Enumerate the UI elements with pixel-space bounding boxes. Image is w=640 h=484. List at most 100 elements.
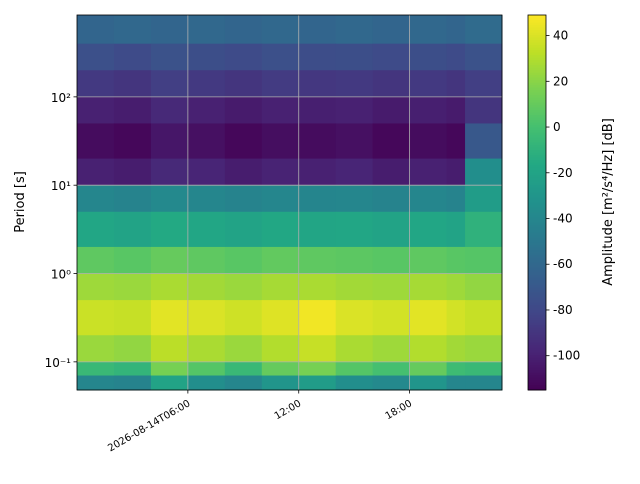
heatmap-cell: [335, 273, 374, 301]
heatmap-cell: [446, 15, 466, 45]
heatmap-cell: [261, 375, 300, 391]
colorbar-segment: [528, 182, 546, 186]
heatmap-cell: [261, 96, 300, 124]
heatmap-cell: [150, 361, 189, 377]
heatmap-cell: [465, 246, 503, 275]
colorbar-segment: [528, 107, 546, 111]
heatmap-cell: [77, 300, 115, 336]
colorbar-segment: [528, 100, 546, 103]
heatmap-cell: [409, 15, 448, 45]
colorbar-segment: [528, 375, 546, 378]
heatmap-cell: [77, 15, 115, 45]
heatmap-cell: [446, 361, 466, 377]
colorbar-segment: [528, 20, 546, 23]
heatmap-cell: [77, 246, 115, 275]
heatmap-cell: [465, 185, 503, 213]
colorbar-segment: [528, 180, 546, 183]
heatmap-cell: [409, 375, 448, 391]
colorbar-segment: [528, 65, 546, 68]
y-tick-label: 10⁻¹: [45, 356, 72, 370]
colorbar-segment: [528, 300, 546, 303]
colorbar-segment: [528, 367, 546, 371]
colorbar-segment: [528, 55, 546, 58]
colorbar-segment: [528, 245, 546, 248]
colorbar-segment: [528, 105, 546, 108]
colorbar-segment: [528, 377, 546, 381]
colorbar-segment: [528, 355, 546, 358]
heatmap-cell: [409, 335, 448, 363]
colorbar-segment: [528, 165, 546, 168]
heatmap-cell: [224, 335, 263, 363]
heatmap-cell: [335, 375, 374, 391]
colorbar-segment: [528, 192, 546, 196]
colorbar-segment: [528, 282, 546, 286]
heatmap-cell: [77, 211, 115, 248]
heatmap-cell: [187, 246, 226, 275]
heatmap-cell: [298, 70, 337, 98]
colorbar-segment: [528, 230, 546, 233]
colorbar-segment: [528, 150, 546, 153]
colorbar-segment: [528, 187, 546, 191]
heatmap-cell: [150, 300, 189, 336]
heatmap-cell: [465, 361, 503, 377]
heatmap-cell: [409, 273, 448, 301]
colorbar-segment: [528, 222, 546, 226]
colorbar-segment: [528, 32, 546, 36]
colorbar-segment: [528, 212, 546, 216]
heatmap-cell: [372, 70, 411, 98]
heatmap-cell: [261, 300, 300, 336]
colorbar-segment: [528, 205, 546, 208]
heatmap-cell: [409, 70, 448, 98]
heatmap-cell: [409, 185, 448, 213]
colorbar-segment: [528, 265, 546, 268]
colorbar-segment: [528, 262, 546, 266]
colorbar-segment: [528, 125, 546, 128]
colorbar-segment: [528, 307, 546, 311]
heatmap-cell: [113, 123, 152, 160]
heatmap-cell: [446, 300, 466, 336]
colorbar-segment: [528, 62, 546, 66]
colorbar-segment: [528, 22, 546, 26]
heatmap-cell: [113, 70, 152, 98]
colorbar-segment: [528, 122, 546, 126]
heatmap-cell: [224, 158, 263, 186]
colorbar-segment: [528, 207, 546, 211]
colorbar-segment: [528, 70, 546, 73]
plot-frame: [76, 14, 503, 391]
heatmap-cell: [187, 361, 226, 377]
colorbar-segment: [528, 15, 546, 18]
colorbar-segment: [528, 220, 546, 223]
heatmap-cell: [298, 43, 337, 71]
heatmap-cell: [224, 185, 263, 213]
colorbar-segment: [528, 372, 546, 376]
colorbar-tick-label: -20: [553, 166, 573, 180]
colorbar-segment: [528, 312, 546, 316]
colorbar-segment: [528, 25, 546, 28]
colorbar-segment: [528, 87, 546, 91]
colorbar-segment: [528, 85, 546, 88]
heatmap-cell: [224, 246, 263, 275]
heatmap-cell: [77, 375, 115, 391]
colorbar-segment: [528, 195, 546, 198]
colorbar-segment: [528, 320, 546, 323]
heatmap-cell: [187, 158, 226, 186]
heatmap-cell: [335, 15, 374, 45]
heatmap-cell: [335, 335, 374, 363]
colorbar-segment: [528, 257, 546, 261]
colorbar-segment: [528, 370, 546, 373]
heatmap-cell: [113, 300, 152, 336]
colorbar-segment: [528, 337, 546, 341]
colorbar-segment: [528, 185, 546, 188]
colorbar-segment: [528, 172, 546, 176]
colorbar-segment: [528, 270, 546, 273]
heatmap-cell: [298, 185, 337, 213]
colorbar-segment: [528, 382, 546, 386]
heatmap-cell: [465, 43, 503, 71]
heatmap-cell: [446, 43, 466, 71]
heatmap-cell: [372, 246, 411, 275]
heatmap-cell: [446, 158, 466, 186]
heatmap-cell: [465, 375, 503, 391]
heatmap-cell: [465, 211, 503, 248]
colorbar-segment: [528, 255, 546, 258]
